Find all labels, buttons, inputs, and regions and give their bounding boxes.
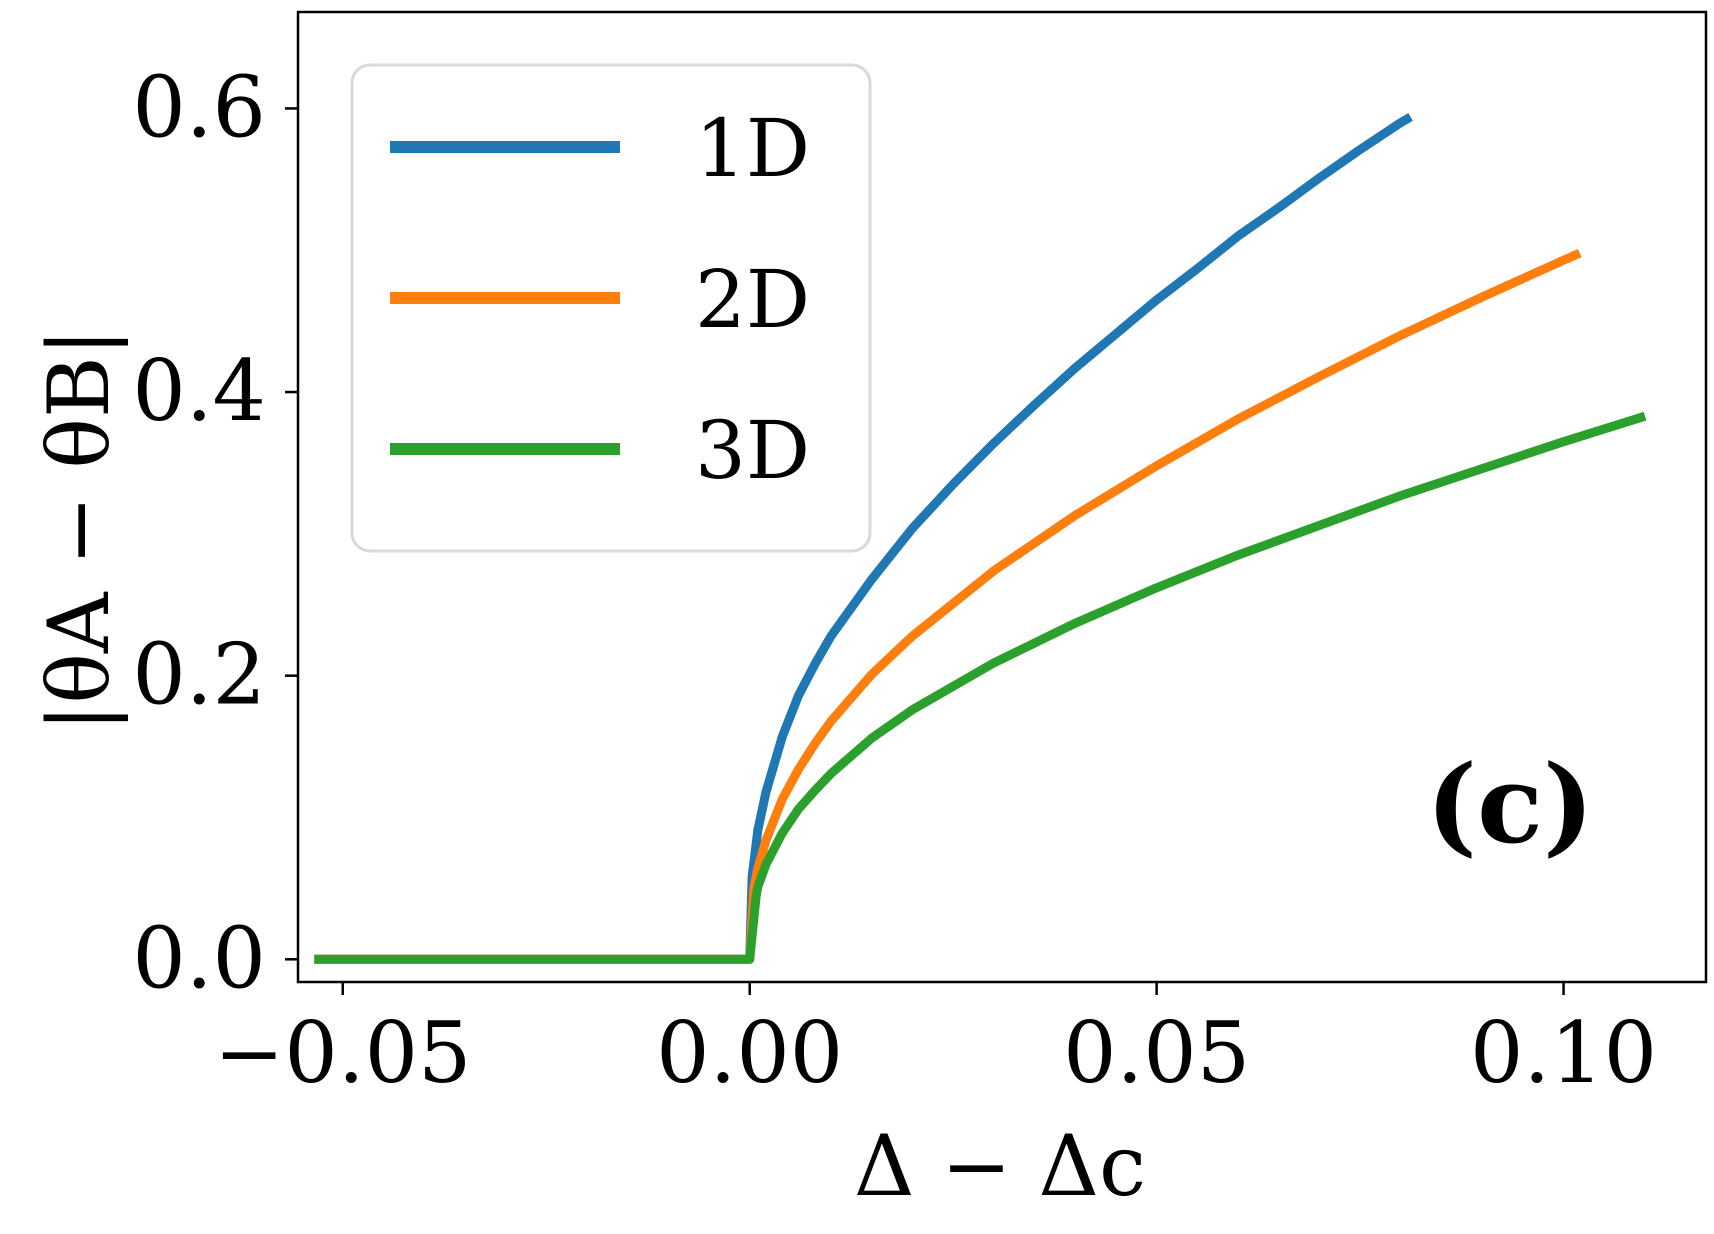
- x-tick-label: −0.05: [214, 1004, 471, 1102]
- y-tick-label: 0.0: [132, 909, 266, 1007]
- legend: 1D 2D 3D: [350, 63, 872, 553]
- y-tick-label: 0.6: [132, 58, 266, 156]
- y-tick-label: 0.2: [132, 626, 266, 724]
- x-tick-label: 0.05: [1063, 1004, 1250, 1102]
- panel-label: (c): [1426, 742, 1594, 868]
- series-line-3d: [314, 411, 1647, 964]
- ticks-layer: −0.05 0.00 0.05 0.10 0.0 0.2 0.4 0.6: [132, 58, 1657, 1102]
- series-layer: [314, 113, 1647, 964]
- plot-frame: [296, 10, 1708, 984]
- legend-label-1d: 1D: [695, 102, 810, 195]
- legend-frame: [350, 63, 872, 553]
- x-tick-label: 0.10: [1470, 1004, 1657, 1102]
- x-axis-label: Δ − Δc: [854, 1117, 1146, 1215]
- legend-label-3d: 3D: [695, 404, 810, 497]
- legend-label-2d: 2D: [695, 253, 810, 346]
- y-tick-label: 0.4: [132, 342, 266, 440]
- y-axis-label: |θA − θB|: [30, 328, 128, 732]
- x-tick-label: 0.00: [656, 1004, 843, 1102]
